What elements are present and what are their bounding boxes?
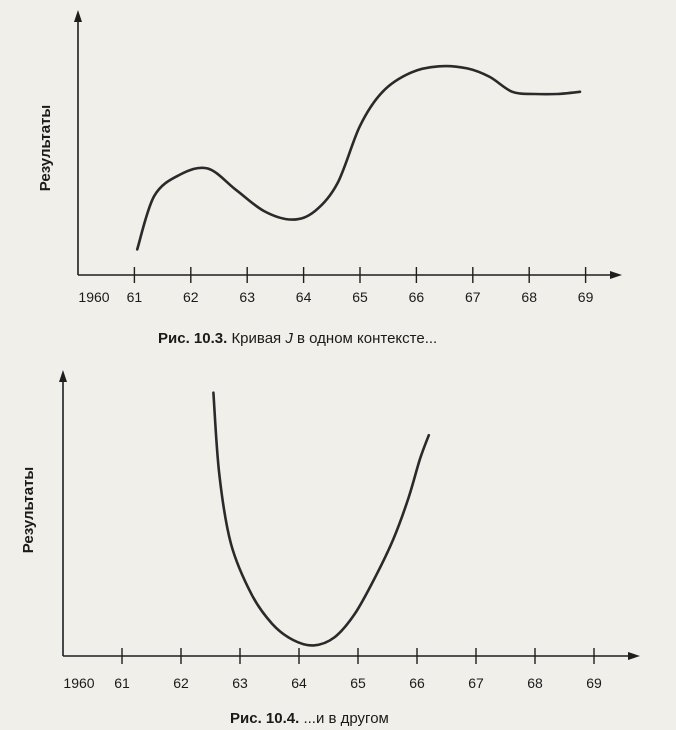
caption-label: Рис. 10.3. xyxy=(158,330,228,347)
caption-text-pre: Кривая xyxy=(231,330,282,347)
figure-caption-10-4: Рис. 10.4. ...и в другом xyxy=(230,710,389,727)
caption-italic-letter: J xyxy=(285,330,293,347)
x-tick-label: 63 xyxy=(239,289,255,305)
x-tick-label: 1960 xyxy=(63,675,94,691)
figure-caption-10-3: Рис. 10.3. Кривая J в одном контексте... xyxy=(158,330,437,347)
x-tick-label: 65 xyxy=(352,289,368,305)
x-tick-label: 66 xyxy=(409,289,425,305)
y-axis-label: Результаты xyxy=(20,467,37,553)
x-tick-label: 1960 xyxy=(78,289,109,305)
y-axis-arrow-icon xyxy=(59,370,67,382)
y-axis-label: Результаты xyxy=(37,105,54,191)
x-tick-label: 69 xyxy=(586,675,602,691)
series-line xyxy=(135,64,582,251)
x-tick-label: 61 xyxy=(114,675,130,691)
caption-text-post: в одном контексте... xyxy=(297,330,438,347)
x-tick-label: 61 xyxy=(127,289,143,305)
caption-label: Рис. 10.4. xyxy=(230,710,300,727)
caption-text-pre: ...и в другом xyxy=(303,710,389,727)
series-line xyxy=(212,391,431,647)
x-axis-arrow-icon xyxy=(610,271,622,279)
x-tick-label: 69 xyxy=(578,289,594,305)
y-axis-arrow-icon xyxy=(74,10,82,22)
x-tick-label: 63 xyxy=(232,675,248,691)
x-tick-label: 66 xyxy=(409,675,425,691)
x-tick-label: 67 xyxy=(465,289,481,305)
x-tick-label: 64 xyxy=(291,675,307,691)
x-tick-label: 68 xyxy=(521,289,537,305)
x-tick-label: 64 xyxy=(296,289,312,305)
x-tick-label: 62 xyxy=(183,289,199,305)
x-axis-arrow-icon xyxy=(628,652,640,660)
x-tick-label: 65 xyxy=(350,675,366,691)
x-tick-label: 68 xyxy=(527,675,543,691)
x-tick-label: 62 xyxy=(173,675,189,691)
x-tick-label: 67 xyxy=(468,675,484,691)
